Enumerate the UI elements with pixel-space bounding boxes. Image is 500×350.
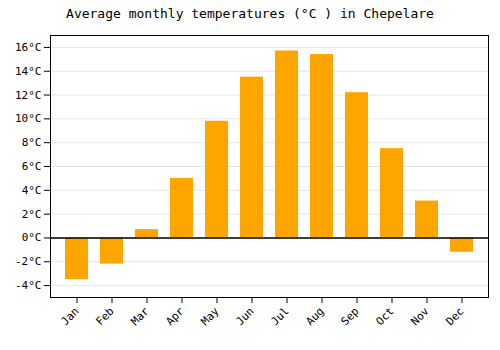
svg-text:2°C: 2°C: [22, 208, 42, 221]
svg-text:Aug: Aug: [303, 305, 326, 328]
svg-text:0°C: 0°C: [22, 231, 42, 244]
svg-text:Mar: Mar: [128, 304, 152, 328]
svg-text:6°C: 6°C: [22, 160, 42, 173]
svg-text:-4°C: -4°C: [15, 279, 42, 292]
svg-text:Jan: Jan: [58, 305, 81, 328]
svg-text:Apr: Apr: [163, 304, 187, 328]
html-text:Average monthly temperatures (: Average monthly temperatures (°C ) in Ch…: [66, 6, 434, 21]
svg-text:14°C: 14°C: [15, 65, 42, 78]
svg-text:Nov: Nov: [408, 304, 432, 328]
svg-text:Jul: Jul: [268, 305, 291, 328]
svg-text:Oct: Oct: [373, 305, 396, 328]
svg-text:May: May: [198, 304, 222, 328]
svg-text:Dec: Dec: [443, 305, 466, 328]
svg-text:16°C: 16°C: [15, 41, 42, 54]
svg-text:10°C: 10°C: [15, 112, 42, 125]
svg-text:Sep: Sep: [338, 305, 361, 328]
svg-text:Feb: Feb: [93, 305, 116, 328]
svg-text:12°C: 12°C: [15, 89, 42, 102]
svg-text:4°C: 4°C: [22, 184, 42, 197]
svg-text:-2°C: -2°C: [15, 255, 42, 268]
svg-text:Jun: Jun: [233, 305, 256, 328]
svg-text:8°C: 8°C: [22, 136, 42, 149]
